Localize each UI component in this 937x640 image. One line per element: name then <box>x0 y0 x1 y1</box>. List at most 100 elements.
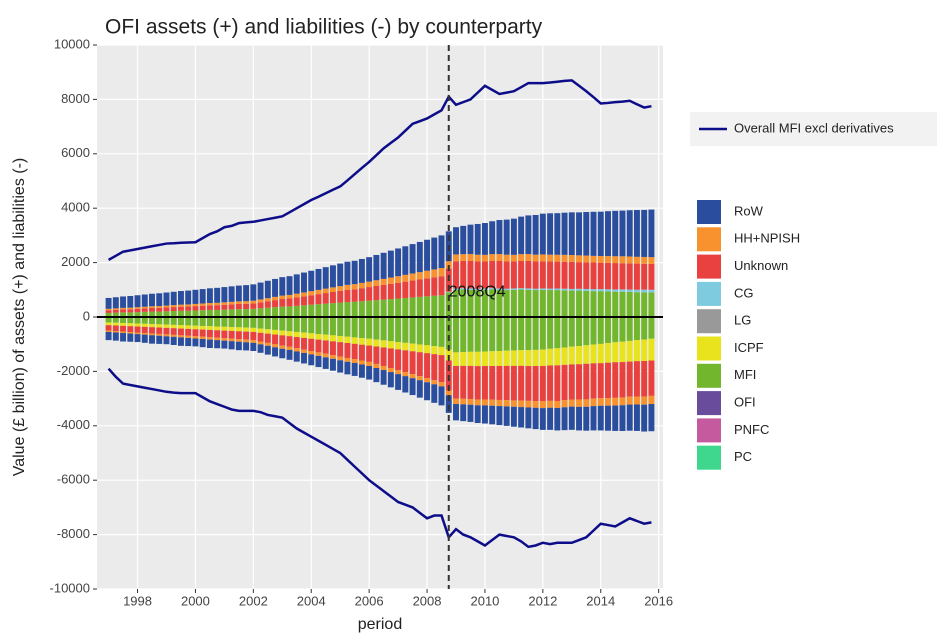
y-axis-label: Value (£ billion) of assets (+) and liab… <box>11 158 28 477</box>
bar-segment <box>612 263 619 290</box>
bar-segment <box>648 317 655 339</box>
bar-segment <box>525 407 532 429</box>
bar-segment <box>177 317 184 326</box>
bar-segment <box>561 400 568 408</box>
bar-segment <box>387 317 394 342</box>
bar-segment <box>329 303 336 317</box>
bar-segment <box>199 303 206 306</box>
y-tick-label: 10000 <box>54 36 90 51</box>
bar-segment <box>301 352 307 364</box>
bar-segment <box>351 284 358 290</box>
bar-segment <box>590 398 597 407</box>
bar-segment <box>453 398 459 405</box>
bar-segment <box>518 260 525 289</box>
bar-segment <box>547 213 554 255</box>
bar-segment <box>532 407 539 430</box>
x-tick-label: 2002 <box>239 593 268 608</box>
bar-segment <box>547 348 554 366</box>
bar-segment <box>301 332 307 338</box>
bar-segment <box>380 278 387 285</box>
bar-segment <box>192 310 199 317</box>
bar-segment <box>141 334 148 343</box>
bar-segment <box>192 336 199 339</box>
bar-segment <box>301 305 307 317</box>
bar-segment <box>590 406 597 431</box>
bar-segment <box>120 312 127 317</box>
bar-segment <box>626 256 633 264</box>
bar-segment <box>206 326 213 330</box>
bar-segment <box>626 361 633 397</box>
bar-segment <box>467 288 474 290</box>
bar-segment <box>402 246 409 275</box>
bar-segment <box>597 398 604 406</box>
bar-segment <box>235 339 242 342</box>
bar-segment <box>590 363 597 399</box>
bar-segment <box>185 306 192 311</box>
x-tick-label: 2000 <box>181 593 210 608</box>
bar-segment <box>199 329 206 337</box>
bar-segment <box>612 289 619 292</box>
bar-segment <box>568 212 575 256</box>
bar-segment <box>315 289 322 295</box>
bar-segment <box>510 261 517 289</box>
line-series <box>107 367 652 549</box>
bar-segment <box>597 262 604 290</box>
bar-segment <box>272 334 279 345</box>
y-tick-label: -8000 <box>57 526 90 541</box>
legend-swatch <box>697 418 721 443</box>
bar-segment <box>228 286 235 302</box>
bar-segment <box>228 304 235 310</box>
bar-segment <box>409 280 416 298</box>
legend-swatch <box>697 391 721 416</box>
bar-segment <box>380 284 387 300</box>
bar-segment <box>590 289 597 292</box>
legend-swatch <box>697 281 721 306</box>
bar-segment <box>380 340 387 348</box>
bar-segment <box>576 346 583 365</box>
bar-segment <box>568 364 575 400</box>
bar-segment <box>105 310 112 313</box>
bar-segment <box>387 250 394 278</box>
bar-segment <box>641 292 648 317</box>
bar-segment <box>619 362 626 398</box>
bar-segment <box>583 212 590 256</box>
bar-segment <box>554 400 561 408</box>
bar-segment <box>460 365 467 399</box>
bar-segment <box>445 317 452 350</box>
bar-segment <box>481 399 488 406</box>
bar-segment <box>344 343 351 358</box>
bar-segment <box>431 237 438 270</box>
bar-segment <box>510 289 517 317</box>
bar-segment <box>539 365 546 402</box>
bar-segment <box>474 261 481 289</box>
bar-segment <box>568 290 575 317</box>
bar-segment <box>467 404 474 422</box>
bar-segment <box>177 328 184 336</box>
bar-segment <box>315 317 322 334</box>
bar-segment <box>503 350 510 366</box>
bar-segment <box>308 333 315 339</box>
bar-segment <box>185 337 192 347</box>
bar-segment <box>380 347 387 366</box>
bar-segment <box>641 360 648 397</box>
bar-segment <box>257 317 264 329</box>
legend-swatch <box>697 309 721 334</box>
bar-segment <box>409 374 416 379</box>
bar-segment <box>228 301 235 305</box>
bar-segment <box>641 339 648 361</box>
bar-segment <box>228 327 235 331</box>
bar-segment <box>648 360 655 396</box>
bar-segment <box>134 307 141 309</box>
bar-segment <box>547 288 554 291</box>
bar-segment <box>503 400 510 407</box>
legend-swatch <box>697 227 721 252</box>
bar-segment <box>605 291 611 317</box>
bar-segment <box>214 309 221 317</box>
bar-segment <box>547 261 554 289</box>
bar-segment <box>489 254 496 261</box>
bar-segment <box>568 255 575 262</box>
bar-segment <box>358 338 365 345</box>
bar-segment <box>518 400 525 408</box>
bar-segment <box>641 256 648 264</box>
bar-segment <box>192 317 199 326</box>
